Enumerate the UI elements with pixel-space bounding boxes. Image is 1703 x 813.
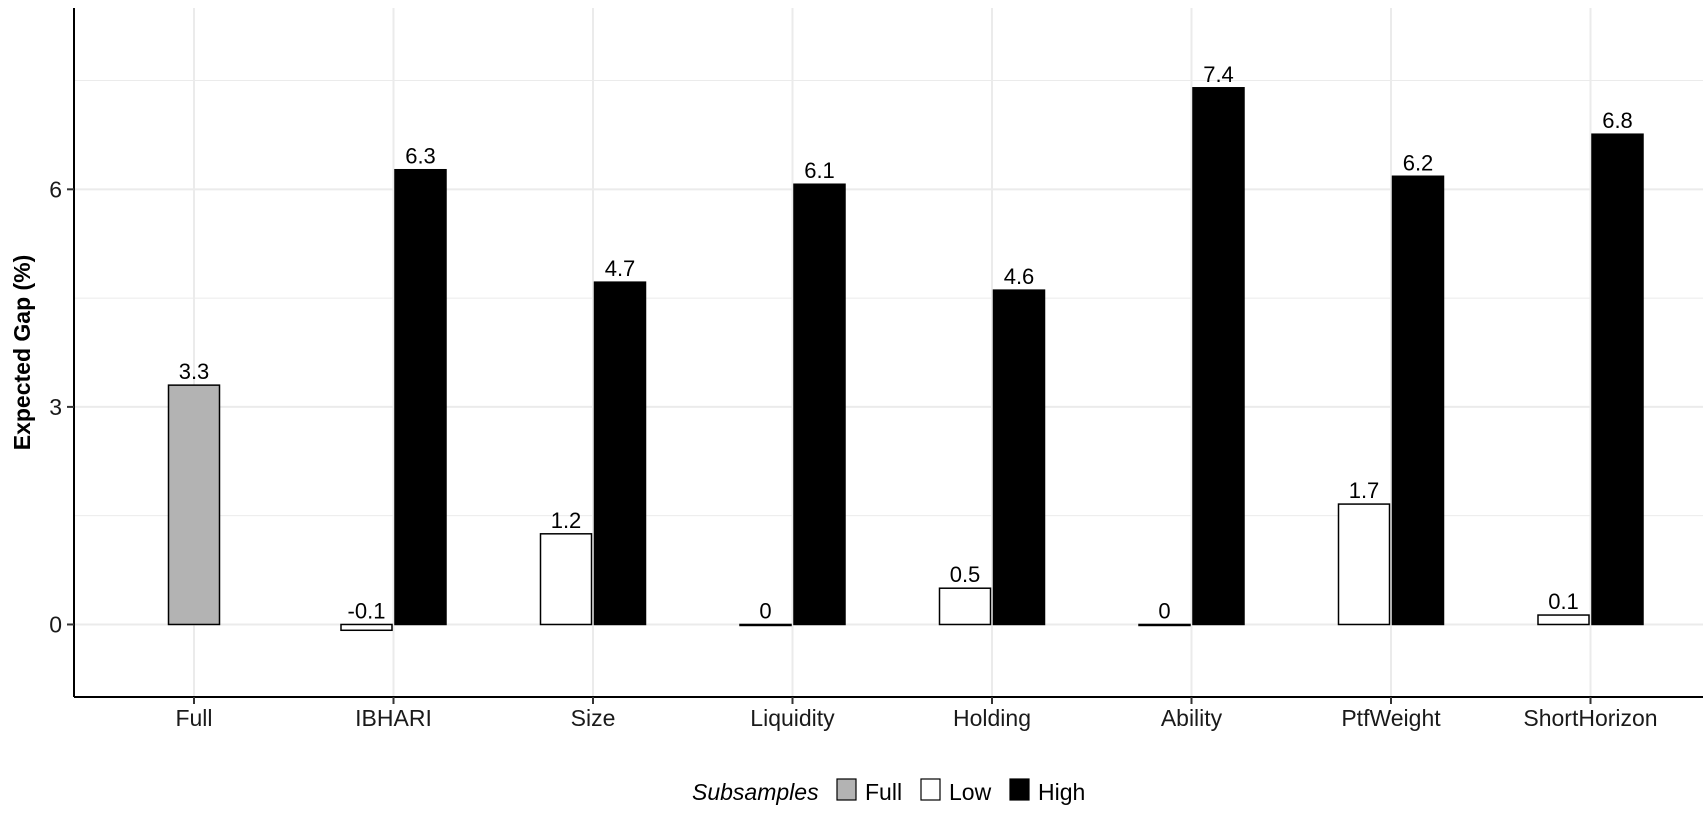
legend-label-low: Low xyxy=(949,779,992,805)
legend-key-full xyxy=(836,778,857,801)
bar-low-liquidity xyxy=(739,623,792,627)
bar-full-full xyxy=(167,384,221,626)
bar-high-size xyxy=(593,281,647,626)
bar-low-ability xyxy=(1138,623,1191,627)
y-axis-title: Expected Gap (%) xyxy=(9,255,35,451)
x-tick-label: PtfWeight xyxy=(1341,705,1441,731)
legend-title: Subsamples xyxy=(692,779,819,805)
bar-high-ibhari xyxy=(394,168,447,626)
x-tick-label: Full xyxy=(175,705,212,731)
data-label: 6.1 xyxy=(804,158,835,183)
x-tick-label: Size xyxy=(571,705,616,731)
bar-low-ibhari xyxy=(340,623,393,632)
legend-key-high xyxy=(1009,778,1030,801)
y-tick-label: 3 xyxy=(49,394,62,420)
data-label: 4.7 xyxy=(605,256,636,281)
data-label: 4.6 xyxy=(1004,264,1035,289)
legend-label-high: High xyxy=(1038,779,1085,805)
data-label: 0 xyxy=(759,598,771,623)
bar-low-holding xyxy=(938,587,992,626)
y-tick-label: 0 xyxy=(49,611,62,637)
x-tick-label: Liquidity xyxy=(750,705,835,731)
bar-layer xyxy=(167,87,1644,632)
bar-high-shorthorizon xyxy=(1591,133,1644,626)
data-label: 1.2 xyxy=(551,508,582,533)
data-label: 0.1 xyxy=(1548,589,1579,614)
data-label-layer: 3.3 -0.1 6.3 1.2 4.7 0 6.1 0.5 4.6 0 7.4 1.7 6.2 0.1 6… xyxy=(179,62,1633,624)
bar-low-ptfweight xyxy=(1337,503,1391,626)
x-tick-label: IBHARI xyxy=(355,705,432,731)
axis-layer: 0 3 6 Full IBHARI Size Liquidity Holding Ability… xyxy=(49,8,1703,731)
legend: Subsamples Full Low High xyxy=(692,778,1085,805)
y-tick-label: 6 xyxy=(49,176,62,202)
data-label: 7.4 xyxy=(1203,62,1234,87)
data-label: -0.1 xyxy=(348,598,386,623)
data-label: 0 xyxy=(1158,598,1170,623)
legend-key-low xyxy=(920,778,941,801)
data-label: 6.3 xyxy=(405,144,436,169)
x-tick-label: Ability xyxy=(1161,705,1223,731)
data-label: 1.7 xyxy=(1349,478,1380,503)
x-tick-label: ShortHorizon xyxy=(1523,705,1657,731)
bar-high-liquidity xyxy=(793,183,846,626)
bar-low-shorthorizon xyxy=(1537,614,1590,626)
bar-high-ability xyxy=(1192,87,1245,626)
bar-high-holding xyxy=(992,289,1046,626)
data-label: 3.3 xyxy=(179,359,210,384)
bar-high-ptfweight xyxy=(1391,175,1445,626)
data-label: 6.2 xyxy=(1403,150,1434,175)
grid-layer xyxy=(74,8,1703,697)
bar-low-size xyxy=(539,533,593,626)
legend-label-full: Full xyxy=(865,779,902,805)
data-label: 0.5 xyxy=(950,562,981,587)
data-label: 6.8 xyxy=(1602,108,1633,133)
x-tick-label: Holding xyxy=(953,705,1031,731)
